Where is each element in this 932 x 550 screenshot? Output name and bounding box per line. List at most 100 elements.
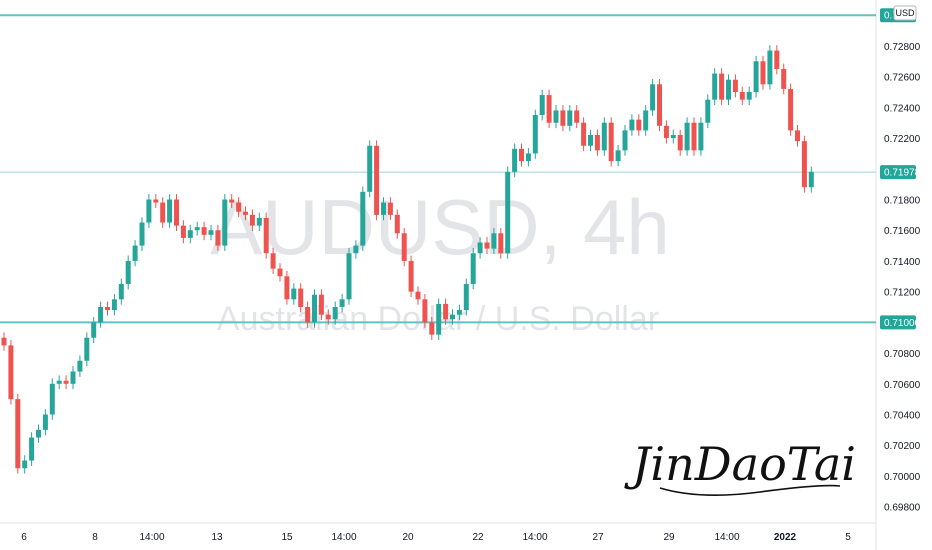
price-tick-label: 0.70400 xyxy=(884,411,921,422)
candle-body xyxy=(332,307,338,320)
candle-body xyxy=(663,125,669,139)
candle-body xyxy=(774,50,780,69)
candle-body xyxy=(546,95,552,123)
candle-body xyxy=(305,307,311,323)
price-tick-label: 0.72800 xyxy=(884,42,921,53)
candle-body xyxy=(167,199,173,223)
horizontal-levels xyxy=(0,14,876,324)
candle-body xyxy=(318,294,324,315)
candle-body xyxy=(22,460,28,469)
candle-body xyxy=(160,202,166,223)
candle-body xyxy=(256,217,262,226)
candle-body xyxy=(284,276,290,300)
price-tick-label: 0.71200 xyxy=(884,288,921,299)
candle-body xyxy=(705,99,711,123)
candle-body xyxy=(719,73,725,100)
time-tick-label: 29 xyxy=(663,532,675,543)
candle-body xyxy=(760,61,766,85)
candle-body xyxy=(463,283,469,311)
time-tick-label: 22 xyxy=(472,532,484,543)
candle-body xyxy=(808,171,814,188)
candle-body xyxy=(353,245,359,254)
candle-body xyxy=(374,145,380,215)
price-tick-label: 0.70200 xyxy=(884,441,921,452)
candle-body xyxy=(636,119,642,131)
candle-body xyxy=(739,92,745,100)
candle-body xyxy=(795,130,800,142)
candle-body xyxy=(98,307,104,323)
candle-body xyxy=(249,214,255,226)
candle-body xyxy=(139,222,145,246)
candle-body xyxy=(153,199,159,203)
candle-body xyxy=(491,233,497,249)
candle-body xyxy=(277,268,283,277)
candle-body xyxy=(560,110,566,126)
candle-body xyxy=(726,79,731,100)
candlesticks xyxy=(1,45,814,474)
candle-body xyxy=(187,230,193,238)
price-badge-label: 0.7 xyxy=(884,11,898,22)
candle-body xyxy=(608,122,614,162)
candle-body xyxy=(553,110,559,123)
time-tick-label: 15 xyxy=(281,532,293,543)
candle-body xyxy=(63,380,69,384)
candle-body xyxy=(801,141,807,188)
price-tick-label: 0.70600 xyxy=(884,380,921,391)
candle-body xyxy=(105,307,110,311)
price-tick-label: 0.71400 xyxy=(884,257,921,268)
candle-body xyxy=(15,399,21,469)
price-tick-label: 0.71800 xyxy=(884,196,921,207)
candle-body xyxy=(574,110,580,123)
candle-body xyxy=(298,288,304,307)
candle-body xyxy=(367,145,373,192)
candle-body xyxy=(387,202,393,215)
candle-body xyxy=(470,253,476,284)
candle-body xyxy=(70,371,76,384)
candle-body xyxy=(49,383,55,415)
candle-body xyxy=(788,88,794,131)
candle-body xyxy=(401,233,407,261)
time-tick-label: 8 xyxy=(92,532,98,543)
candle-body xyxy=(263,217,269,254)
candle-body xyxy=(519,148,524,162)
price-tick-label: 0.72600 xyxy=(884,73,921,84)
price-tick-label: 0.69800 xyxy=(884,503,921,514)
candle-body xyxy=(194,227,200,231)
candle-body xyxy=(125,260,131,284)
price-badge-label: 0.71000 xyxy=(884,318,921,329)
candle-body xyxy=(42,414,48,430)
price-tick-label: 0.70800 xyxy=(884,349,921,360)
candle-body xyxy=(381,202,386,215)
candle-body xyxy=(429,322,435,335)
time-tick-label: 27 xyxy=(592,532,604,543)
candle-body xyxy=(132,245,138,261)
candle-body xyxy=(215,230,221,246)
candle-body xyxy=(291,288,297,300)
candle-body xyxy=(443,303,449,320)
candle-body xyxy=(1,337,7,346)
author-signature: JinDaoTai xyxy=(624,437,856,496)
signature-underline xyxy=(659,484,841,496)
candle-body xyxy=(394,214,400,234)
candle-body xyxy=(622,130,628,151)
candle-body xyxy=(581,122,587,146)
time-tick-label: 14:00 xyxy=(714,532,739,543)
price-badge xyxy=(880,315,916,330)
candle-body xyxy=(111,299,117,311)
price-tick-label: 0.72400 xyxy=(884,103,921,114)
candle-body xyxy=(180,225,186,238)
currency-unit-text: USD xyxy=(895,8,915,18)
candle-body xyxy=(477,242,483,254)
price-axis-badges: 0.7 0.71978 0.71000 xyxy=(880,8,921,330)
candle-body xyxy=(691,122,697,151)
candle-body xyxy=(698,122,704,151)
candle-body xyxy=(8,345,14,400)
price-badge xyxy=(880,165,916,180)
time-tick-label: 14:00 xyxy=(331,532,356,543)
candle-body xyxy=(629,119,635,131)
candle-body xyxy=(588,135,593,146)
price-badge-label: 0.71978 xyxy=(884,168,921,179)
candle-body xyxy=(484,242,490,249)
candle-body xyxy=(174,199,179,226)
